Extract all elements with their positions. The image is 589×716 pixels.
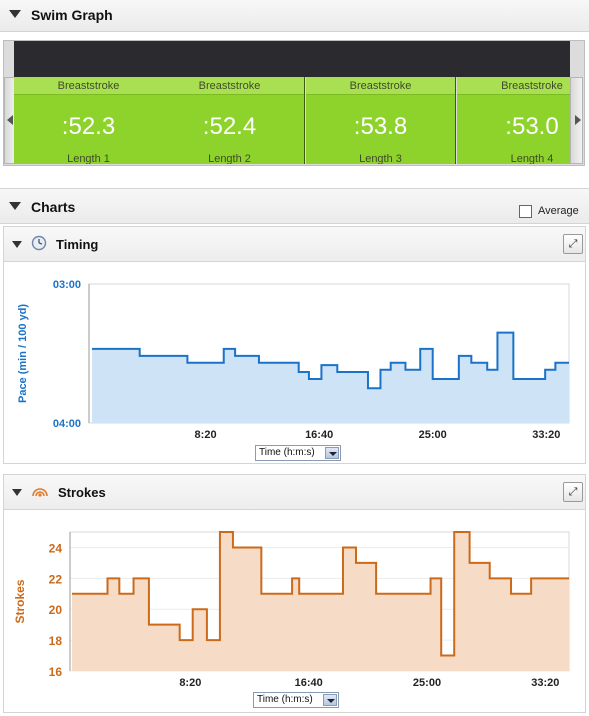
x-tick-label: 16:40 bbox=[295, 677, 323, 689]
x-tick-label: 33:20 bbox=[531, 677, 559, 689]
length-stroke-label: Breaststroke bbox=[155, 77, 304, 95]
length-tile[interactable]: Breaststroke :52.3 Length 1 bbox=[14, 77, 164, 164]
strokes-title: Strokes bbox=[58, 485, 106, 500]
arrow-right-icon bbox=[575, 115, 581, 125]
y-axis-label: Strokes bbox=[13, 579, 27, 623]
select-value: Time (h:m:s) bbox=[257, 694, 313, 705]
length-time: :52.3 bbox=[61, 113, 116, 140]
swim-graph-header[interactable]: Swim Graph bbox=[0, 0, 589, 32]
pace-line bbox=[92, 331, 569, 390]
strokes-header[interactable]: Strokes ⤢ bbox=[3, 474, 586, 510]
strokes-chart-panel: 16 18 20 22 24 8:20 16:40 25:00 33:20 Strokes Tim… bbox=[3, 510, 586, 713]
strokes-area bbox=[72, 532, 569, 671]
length-stroke-label: Breaststroke bbox=[457, 77, 570, 95]
length-number: Length 3 bbox=[359, 153, 402, 164]
pace-area bbox=[92, 332, 569, 423]
strokes-line bbox=[72, 531, 569, 657]
y-tick-label: 04:00 bbox=[53, 418, 81, 430]
scroll-right-button[interactable] bbox=[570, 77, 583, 164]
length-number: Length 1 bbox=[67, 153, 110, 164]
swim-graph-dark-band bbox=[14, 41, 570, 77]
x-tick-label: 8:20 bbox=[179, 677, 201, 689]
chevron-down-icon bbox=[323, 694, 337, 706]
average-label: Average bbox=[538, 205, 579, 217]
strokes-x-axis-select[interactable]: Time (h:m:s) bbox=[253, 692, 339, 708]
select-value: Time (h:m:s) bbox=[259, 447, 315, 458]
length-time: :52.4 bbox=[202, 113, 257, 140]
x-tick-label: 8:20 bbox=[195, 429, 217, 441]
length-time: :53.0 bbox=[505, 113, 559, 140]
x-tick-label: 25:00 bbox=[413, 677, 441, 689]
length-number: Length 2 bbox=[208, 153, 251, 164]
arrow-left-icon bbox=[7, 115, 13, 125]
x-tick-label: 16:40 bbox=[305, 429, 333, 441]
timing-chart-panel: 03:00 04:00 8:20 16:40 25:00 33:20 Pace (min /… bbox=[3, 262, 586, 464]
expand-icon[interactable]: ⤢ bbox=[563, 482, 583, 502]
collapse-triangle-icon[interactable] bbox=[12, 489, 22, 496]
strokes-chart: 16 18 20 22 24 8:20 16:40 25:00 33:20 Strokes bbox=[13, 531, 570, 689]
swim-graph-title: Swim Graph bbox=[31, 7, 113, 23]
y-tick-label: 16 bbox=[49, 665, 63, 679]
length-number: Length 4 bbox=[510, 153, 554, 164]
length-stroke-label: Breaststroke bbox=[306, 77, 455, 95]
timing-title: Timing bbox=[56, 237, 99, 252]
length-tile[interactable]: Breaststroke :52.4 Length 2 bbox=[155, 77, 305, 164]
y-tick-label: 18 bbox=[49, 634, 63, 648]
length-tile[interactable]: Breaststroke :53.0 Length 4 bbox=[457, 77, 570, 164]
collapse-triangle-icon[interactable] bbox=[9, 202, 21, 210]
length-tile[interactable]: Breaststroke :53.8 Length 3 bbox=[306, 77, 456, 164]
timing-header[interactable]: Timing ⤢ bbox=[3, 226, 586, 262]
clock-icon bbox=[31, 235, 47, 251]
charts-title: Charts bbox=[31, 199, 76, 215]
length-time: :53.8 bbox=[353, 113, 408, 140]
timing-chart: 03:00 04:00 8:20 16:40 25:00 33:20 Pace (min /… bbox=[17, 279, 570, 441]
y-tick-label: 03:00 bbox=[53, 279, 81, 291]
strokes-icon bbox=[32, 488, 48, 497]
length-strip: Breaststroke :52.3 Length 1 Breaststroke… bbox=[14, 77, 570, 164]
collapse-triangle-icon[interactable] bbox=[9, 10, 21, 18]
chevron-down-icon bbox=[325, 447, 339, 459]
y-tick-label: 22 bbox=[49, 572, 63, 586]
x-tick-label: 33:20 bbox=[532, 429, 560, 441]
y-tick-label: 24 bbox=[49, 541, 63, 555]
charts-header[interactable]: Charts Average bbox=[0, 188, 589, 224]
average-checkbox[interactable] bbox=[519, 205, 532, 218]
y-axis-label: Pace (min / 100 yd) bbox=[17, 304, 29, 403]
x-tick-label: 25:00 bbox=[419, 429, 447, 441]
length-stroke-label: Breaststroke bbox=[14, 77, 163, 95]
collapse-triangle-icon[interactable] bbox=[12, 241, 22, 248]
y-tick-label: 20 bbox=[49, 603, 63, 617]
timing-x-axis-select[interactable]: Time (h:m:s) bbox=[255, 445, 341, 461]
expand-icon[interactable]: ⤢ bbox=[563, 234, 583, 254]
